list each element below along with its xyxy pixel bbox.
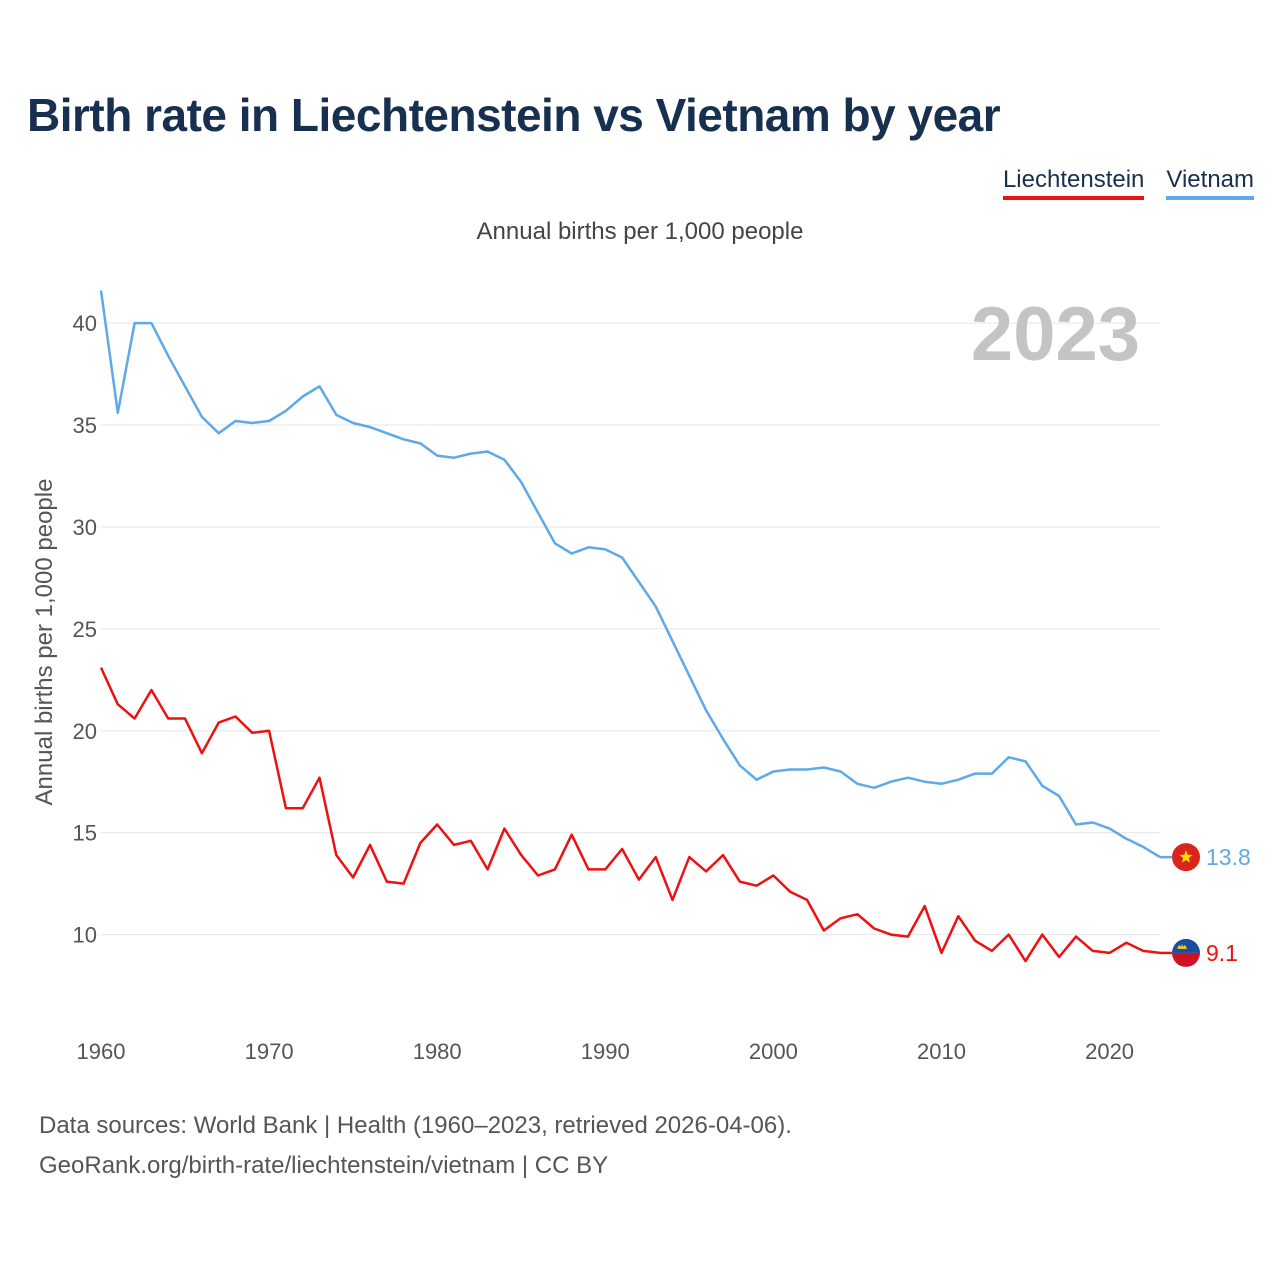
footer: Data sources: World Bank | Health (1960–… bbox=[39, 1106, 792, 1186]
legend-item-liechtenstein[interactable]: Liechtenstein bbox=[1002, 166, 1145, 200]
series-line-vietnam[interactable] bbox=[99, 290, 1161, 859]
y-tick-label-30: 30 bbox=[73, 515, 97, 540]
y-tick-label-25: 25 bbox=[73, 617, 97, 642]
chart-title: Birth rate in Liechtenstein vs Vietnam b… bbox=[27, 89, 1001, 141]
y-tick-label-15: 15 bbox=[73, 821, 97, 846]
series-lines bbox=[99, 290, 1161, 963]
x-tick-label-2000: 2000 bbox=[749, 1039, 798, 1064]
x-tick-label-1970: 1970 bbox=[245, 1039, 294, 1064]
legend-item-vietnam[interactable]: Vietnam bbox=[1166, 166, 1254, 200]
gridlines bbox=[101, 322, 1160, 936]
y-axis: 10 15 20 25 30 35 40 bbox=[73, 311, 97, 947]
end-value-label-vietnam: 13.8 bbox=[1206, 844, 1251, 870]
x-tick-label-2020: 2020 bbox=[1085, 1039, 1134, 1064]
legend: Liechtenstein Vietnam bbox=[1002, 166, 1254, 200]
y-tick-label-10: 10 bbox=[73, 923, 97, 948]
chart-subtitle: Annual births per 1,000 people bbox=[476, 218, 804, 245]
x-tick-label-1990: 1990 bbox=[581, 1039, 630, 1064]
attribution-text: GeoRank.org/birth-rate/liechtenstein/vie… bbox=[39, 1152, 609, 1179]
y-tick-label-40: 40 bbox=[73, 311, 97, 336]
flag-vietnam-icon bbox=[1172, 843, 1200, 872]
x-tick-label-1960: 1960 bbox=[77, 1039, 126, 1064]
y-tick-label-35: 35 bbox=[73, 413, 97, 438]
x-tick-label-1980: 1980 bbox=[413, 1039, 462, 1064]
year-watermark: 2023 bbox=[971, 292, 1140, 377]
x-axis: 1960 1970 1980 1990 2000 2010 2020 bbox=[77, 1039, 1135, 1064]
end-value-label-liechtenstein: 9.1 bbox=[1206, 940, 1238, 966]
y-tick-label-20: 20 bbox=[73, 719, 97, 744]
series-end-markers: 13.8 9.1 bbox=[1160, 843, 1251, 967]
flag-liechtenstein-icon bbox=[1172, 938, 1200, 967]
y-axis-label: Annual births per 1,000 people bbox=[31, 479, 58, 806]
series-line-liechtenstein[interactable] bbox=[99, 667, 1161, 963]
x-tick-label-2010: 2010 bbox=[917, 1039, 966, 1064]
data-source-text: Data sources: World Bank | Health (1960–… bbox=[39, 1112, 792, 1139]
